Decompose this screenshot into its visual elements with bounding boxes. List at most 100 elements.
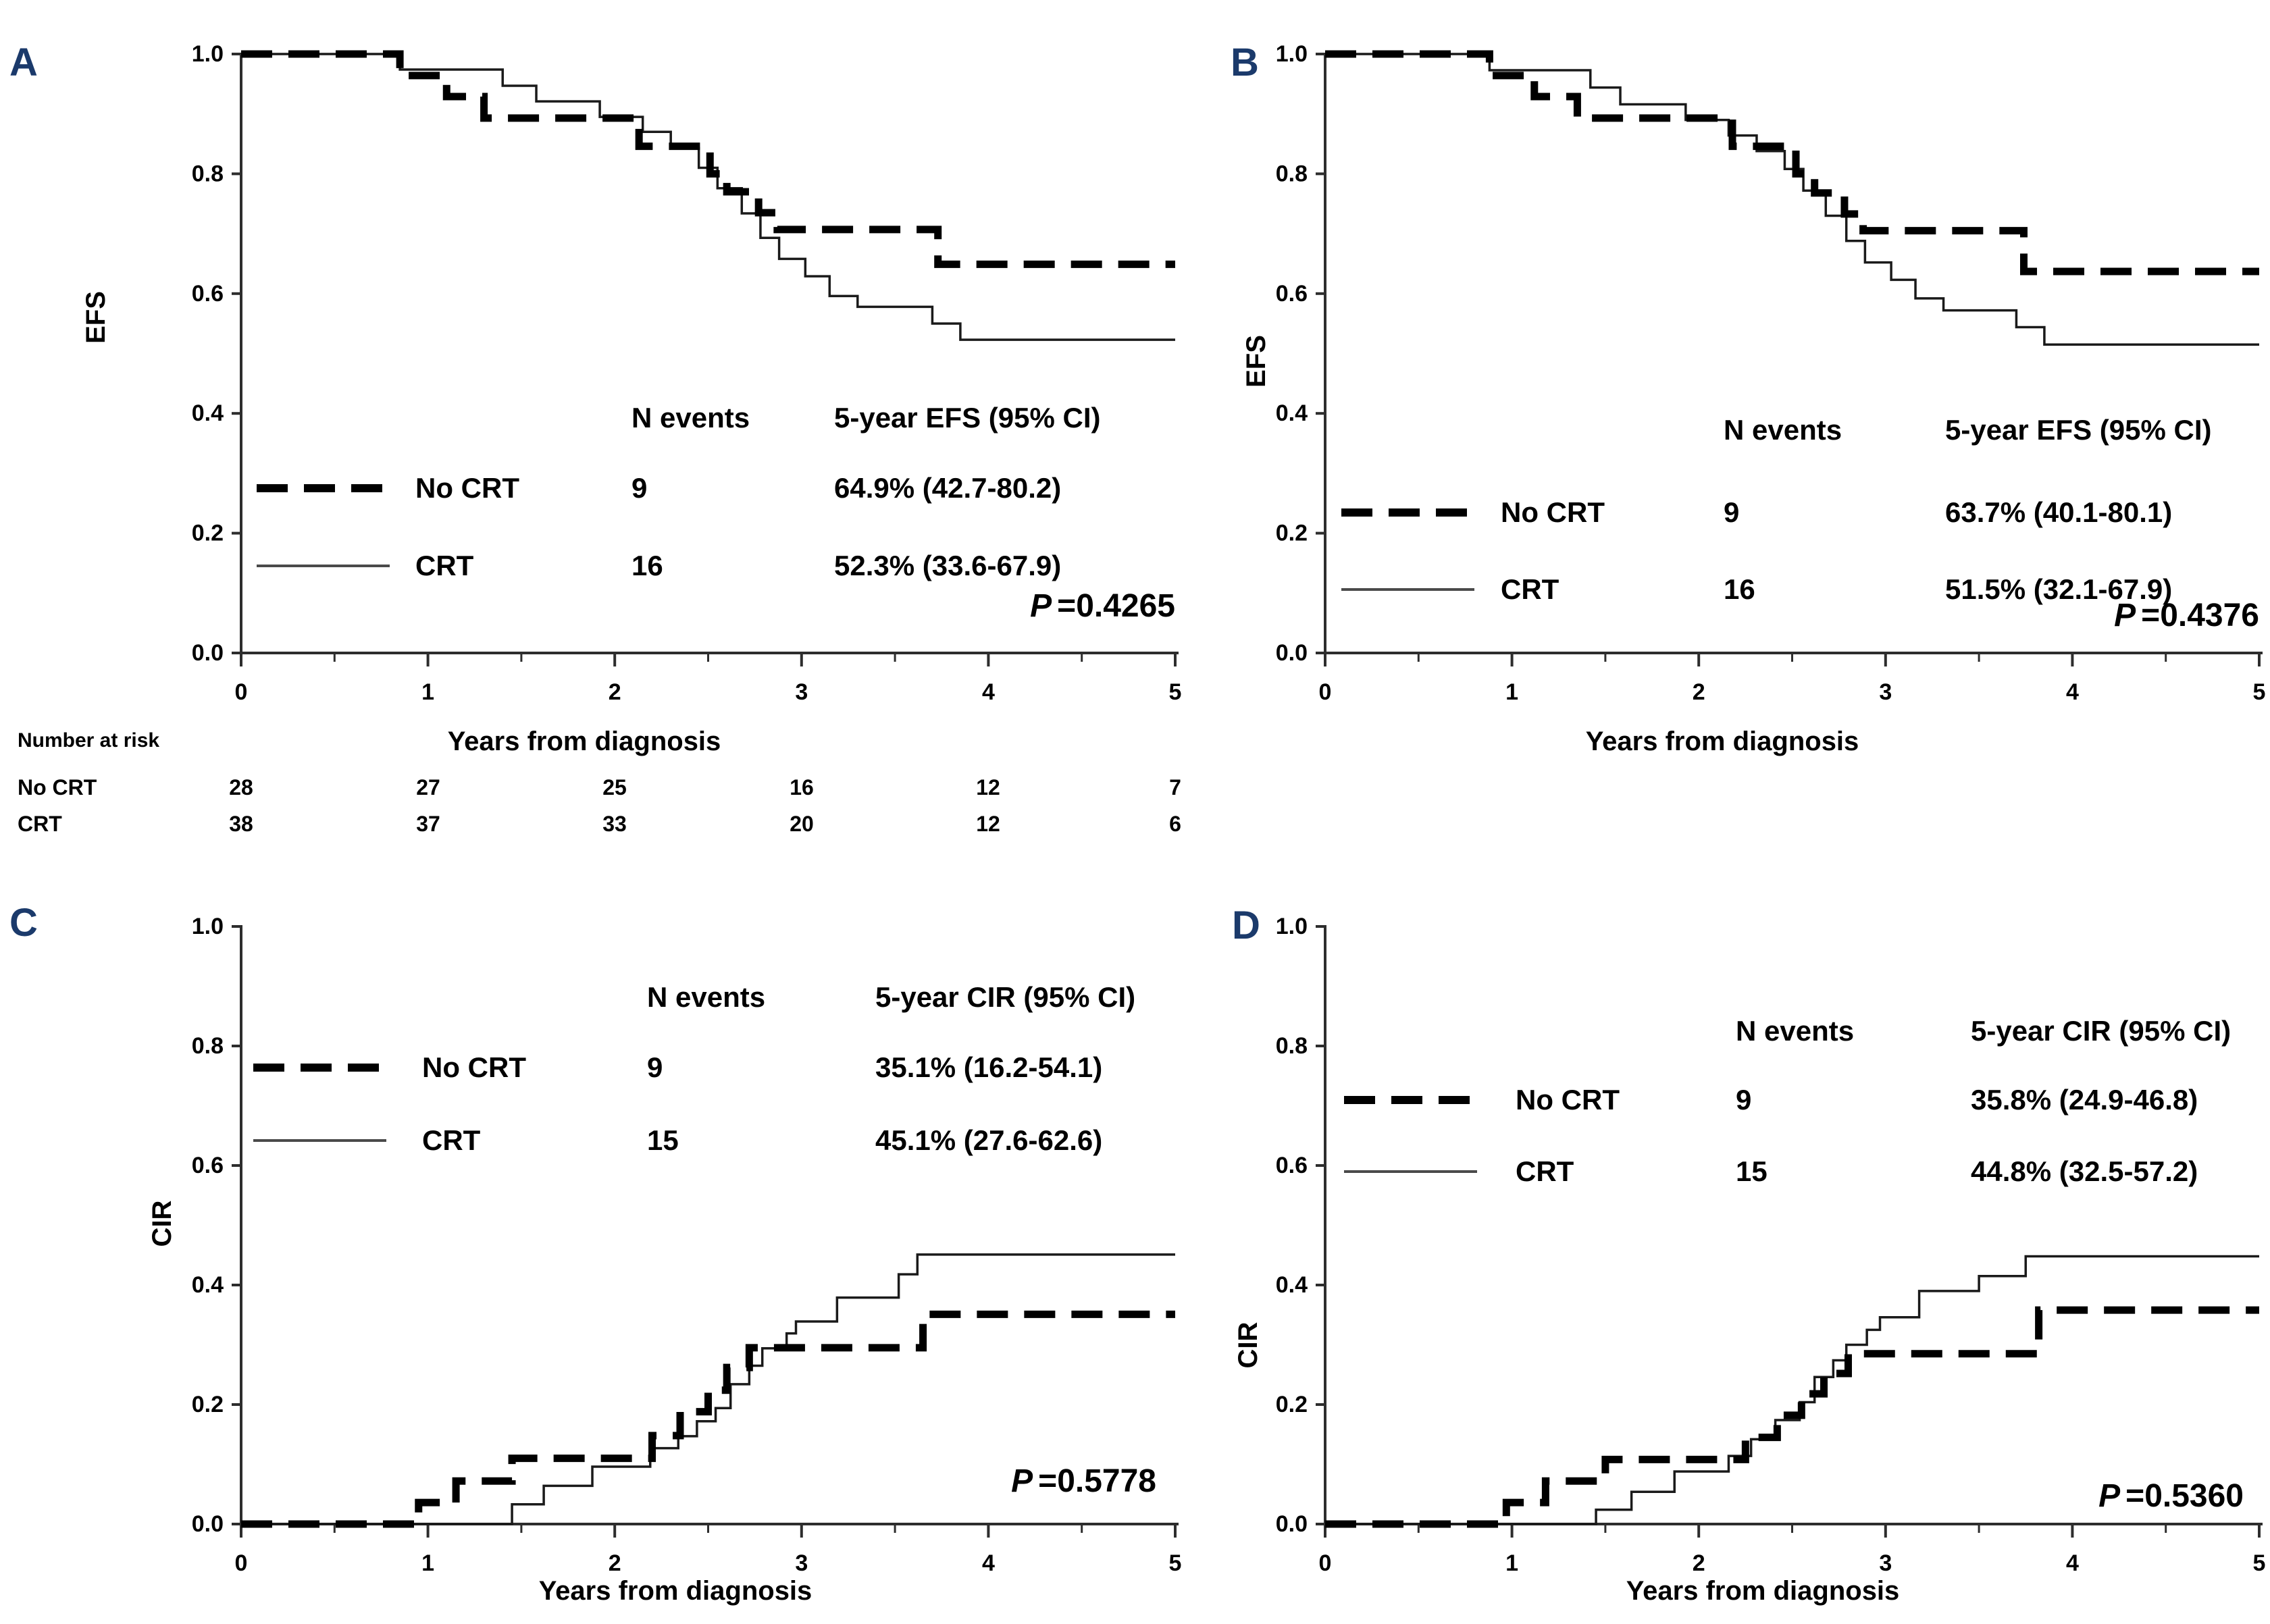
km-curve-a-crt <box>241 53 1175 341</box>
p-symbol: P <box>2114 598 2136 633</box>
panel-b-legend-events-crt: 16 <box>1724 573 1755 605</box>
panel-d-legend-events-nocrt: 9 <box>1736 1084 1752 1116</box>
km-curve-b-crt <box>1325 53 2259 346</box>
panel-c-legend-events-nocrt: 9 <box>647 1051 663 1083</box>
panel-b-legend-header-events: N events <box>1724 414 1842 446</box>
y-tick-label: 0.2 <box>1276 1392 1308 1417</box>
panel-b-letter: B <box>1231 41 1259 84</box>
panel-b-y-axis-title: EFS <box>1241 335 1271 388</box>
y-tick-label: 0.4 <box>192 400 224 426</box>
panel-d-legend-header-events: N events <box>1736 1015 1855 1047</box>
panel-a-legend-header-estimate: 5-year EFS (95% CI) <box>834 402 1101 434</box>
y-tick-label: 0.6 <box>1276 281 1308 307</box>
panel-a-letter: A <box>9 41 38 84</box>
risk-value: 25 <box>602 775 627 800</box>
y-tick-label: 0.8 <box>1276 1033 1308 1059</box>
panel-a-legend-header-events: N events <box>631 402 750 434</box>
panel-d-plot: 0.0 0.2 0.4 0.6 0.8 1.0 0 1 2 3 4 5 <box>1276 914 2266 1576</box>
panel-d-p-value: P =0.5360 <box>1940 1480 2244 1513</box>
solid-line-swatch <box>1344 1170 1477 1173</box>
risk-row-label-crt: CRT <box>18 812 62 836</box>
y-tick-label: 1.0 <box>1276 41 1308 67</box>
panel-c-legend-events-crt: 15 <box>647 1124 679 1156</box>
panel-c-legend-estimate-crt: 45.1% (27.6-62.6) <box>875 1124 1103 1156</box>
risk-value: 37 <box>416 812 440 836</box>
x-tick-label: 2 <box>609 679 621 705</box>
panel-c-p-value: P =0.5778 <box>852 1465 1156 1498</box>
panel-b-legend-name-nocrt: No CRT <box>1501 496 1605 528</box>
x-tick-label: 5 <box>2253 679 2266 705</box>
panel-d-y-axis-title: CIR <box>1233 1321 1263 1369</box>
panel-a-legend-name-nocrt: No CRT <box>415 472 519 504</box>
y-tick-label: 0.4 <box>1276 400 1308 426</box>
x-tick-label: 3 <box>795 679 808 705</box>
panel-c-x-axis-title: Years from diagnosis <box>538 1576 812 1606</box>
x-tick-label: 2 <box>609 1550 621 1576</box>
risk-value: 27 <box>416 775 440 800</box>
p-number: =0.5360 <box>2125 1478 2244 1514</box>
y-tick-label: 1.0 <box>1276 914 1308 939</box>
panel-a-legend-estimate-crt: 52.3% (33.6-67.9) <box>834 550 1062 581</box>
y-tick-label: 1.0 <box>192 41 224 67</box>
panel-d-legend-estimate-nocrt: 35.8% (24.9-46.8) <box>1971 1084 2198 1116</box>
x-tick-label: 2 <box>1693 1550 1705 1576</box>
panel-b-legend-header-estimate: 5-year EFS (95% CI) <box>1945 414 2212 446</box>
x-tick-label: 3 <box>1879 679 1892 705</box>
panel-b-p-value: P =0.4376 <box>1955 600 2259 632</box>
x-tick-label: 4 <box>982 1550 995 1576</box>
panel-b-legend-estimate-crt: 51.5% (32.1-67.9) <box>1945 573 2173 605</box>
y-tick-label: 0.0 <box>192 640 224 666</box>
panel-d-letter: D <box>1232 903 1260 947</box>
panel-b-x-axis-title: Years from diagnosis <box>1585 727 1859 756</box>
km-curve-a-no-crt <box>241 50 1175 268</box>
panel-d-legend-estimate-crt: 44.8% (32.5-57.2) <box>1971 1155 2198 1187</box>
p-symbol: P <box>1011 1463 1033 1499</box>
y-tick-label: 0.6 <box>192 281 224 307</box>
p-number: =0.4376 <box>2141 598 2259 633</box>
dashed-line-swatch <box>253 1064 386 1072</box>
p-number: =0.4265 <box>1057 588 1175 624</box>
panel-a-p-value: P =0.4265 <box>871 590 1175 623</box>
y-tick-label: 0.0 <box>192 1511 224 1537</box>
y-tick-label: 0.0 <box>1276 640 1308 666</box>
x-tick-label: 2 <box>1693 679 1705 705</box>
risk-value: 6 <box>1169 812 1181 836</box>
x-tick-label: 0 <box>235 679 248 705</box>
panel-c-letter: C <box>9 901 38 945</box>
y-tick-label: 0.4 <box>192 1272 224 1298</box>
p-symbol: P <box>2098 1478 2121 1514</box>
p-number: =0.5778 <box>1038 1463 1156 1499</box>
panel-c-legend-header-estimate: 5-year CIR (95% CI) <box>875 981 1136 1013</box>
y-tick-label: 0.8 <box>192 161 224 186</box>
panel-a-y-axis-title: EFS <box>81 291 111 344</box>
y-tick-label: 0.6 <box>1276 1153 1308 1178</box>
y-tick-label: 0.2 <box>192 521 224 546</box>
panel-c-legend-name-crt: CRT <box>422 1124 481 1156</box>
risk-value: 28 <box>229 775 253 800</box>
dashed-line-swatch <box>1341 508 1474 517</box>
panel-c-legend-estimate-nocrt: 35.1% (16.2-54.1) <box>875 1051 1103 1083</box>
panel-a-legend-name-crt: CRT <box>415 550 474 581</box>
dashed-line-swatch <box>1344 1096 1477 1104</box>
panel-c-legend-name-nocrt: No CRT <box>422 1051 526 1083</box>
panel-c-y-axis-title: CIR <box>147 1200 177 1247</box>
risk-value: 38 <box>229 812 253 836</box>
panel-d-legend-name-nocrt: No CRT <box>1516 1084 1620 1116</box>
panel-c-legend-header-events: N events <box>647 981 766 1013</box>
x-tick-label: 5 <box>1169 679 1182 705</box>
x-tick-label: 0 <box>1319 1550 1332 1576</box>
y-tick-label: 0.6 <box>192 1153 224 1178</box>
x-tick-label: 5 <box>1169 1550 1182 1576</box>
panel-d-legend-header-estimate: 5-year CIR (95% CI) <box>1971 1015 2232 1047</box>
risk-value: 16 <box>790 775 814 800</box>
panel-b-legend-events-nocrt: 9 <box>1724 496 1740 528</box>
y-tick-label: 0.8 <box>1276 161 1308 186</box>
solid-line-swatch <box>1341 588 1474 591</box>
x-tick-label: 1 <box>421 1550 434 1576</box>
y-tick-label: 0.0 <box>1276 1511 1308 1537</box>
x-tick-label: 0 <box>235 1550 248 1576</box>
panel-b-legend-name-crt: CRT <box>1501 573 1559 605</box>
risk-value: 12 <box>976 812 1000 836</box>
y-tick-label: 1.0 <box>192 914 224 939</box>
